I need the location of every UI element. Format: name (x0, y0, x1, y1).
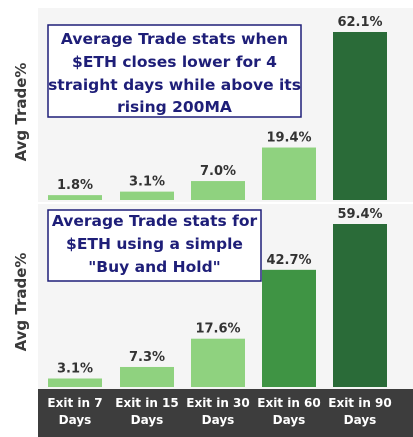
bar (333, 224, 387, 387)
y-axis-label: Avg Trade% (12, 253, 30, 352)
bar (191, 181, 245, 200)
chart-title-line: straight days while above its (48, 76, 301, 94)
x-axis-band (38, 389, 413, 437)
bar (333, 32, 387, 200)
bar (120, 191, 174, 200)
bar (48, 378, 102, 387)
y-axis-label: Avg Trade% (12, 63, 30, 162)
chart-title-line: $ETH using a simple (66, 235, 243, 253)
x-tick-label: Exit in 30 (186, 396, 250, 410)
data-label: 3.1% (129, 175, 165, 190)
data-label: 59.4% (337, 207, 382, 222)
x-tick-label: Days (344, 413, 377, 427)
chart-title-line: rising 200MA (117, 98, 232, 116)
chart-title-line: $ETH closes lower for 4 (72, 53, 277, 71)
x-tick-label: Exit in 90 (328, 396, 392, 410)
x-tick-label: Exit in 15 (115, 396, 179, 410)
bar (262, 147, 316, 200)
bar (262, 269, 316, 387)
x-tick-label: Exit in 60 (257, 396, 321, 410)
data-label: 7.3% (129, 350, 165, 365)
title-box (47, 24, 302, 118)
title-box (47, 209, 262, 282)
x-tick-label: Days (131, 413, 164, 427)
data-label: 42.7% (266, 253, 311, 268)
chart-title-line: "Buy and Hold" (88, 258, 221, 276)
x-tick-label: Days (59, 413, 92, 427)
bar (48, 195, 102, 200)
x-tick-label: Days (202, 413, 235, 427)
data-label: 19.4% (266, 131, 311, 146)
x-tick-label: Days (273, 413, 306, 427)
bar (120, 366, 174, 387)
bar (191, 338, 245, 387)
chart-title-line: Average Trade stats when (61, 30, 288, 48)
data-label: 17.6% (195, 322, 240, 337)
chart-title-line: Average Trade stats for (52, 212, 258, 230)
data-label: 7.0% (200, 164, 236, 179)
data-label: 3.1% (57, 361, 93, 376)
x-tick-label: Exit in 7 (47, 396, 102, 410)
data-label: 1.8% (57, 178, 93, 193)
data-label: 62.1% (337, 15, 382, 30)
